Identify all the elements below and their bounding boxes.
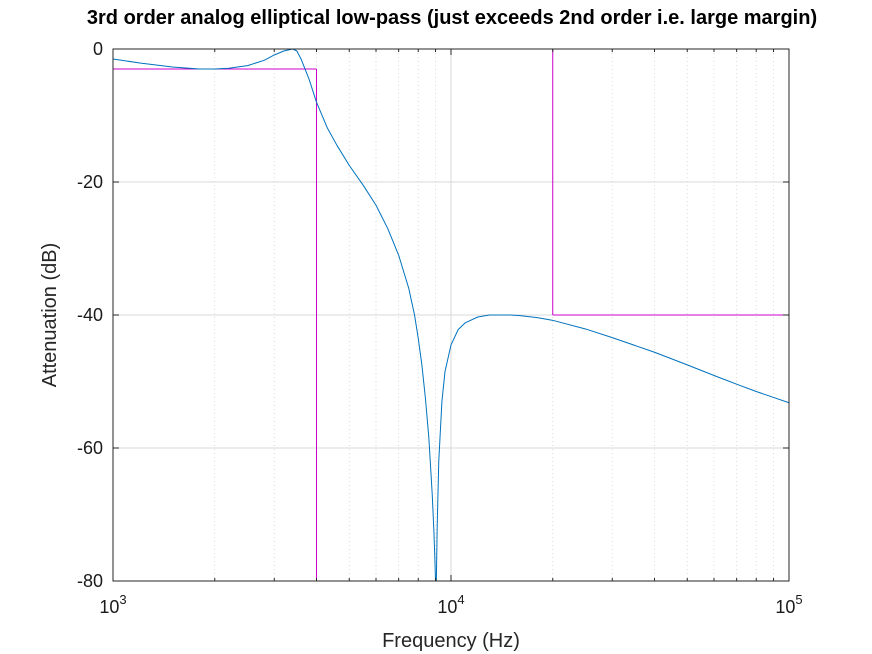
y-tick-label: 0 [93, 39, 103, 59]
response-curve [112, 48, 790, 582]
y-tick-label: -20 [77, 172, 103, 192]
y-tick-label: -60 [77, 438, 103, 458]
x-tick-label: 105 [775, 592, 802, 617]
axis-ticks: 103 104 105 0 -20 -40 -60 -80 [77, 39, 803, 617]
response-series [112, 48, 790, 582]
x-tick-label: 103 [99, 592, 126, 617]
y-tick-label: -40 [77, 305, 103, 325]
x-tick-label: 104 [437, 592, 464, 617]
chart-title: 3rd order analog elliptical low-pass (ju… [87, 7, 817, 29]
y-axis-label: Attenuation (dB) [39, 243, 61, 388]
x-axis-label: Frequency (Hz) [382, 630, 520, 652]
y-tick-label: -80 [77, 571, 103, 591]
